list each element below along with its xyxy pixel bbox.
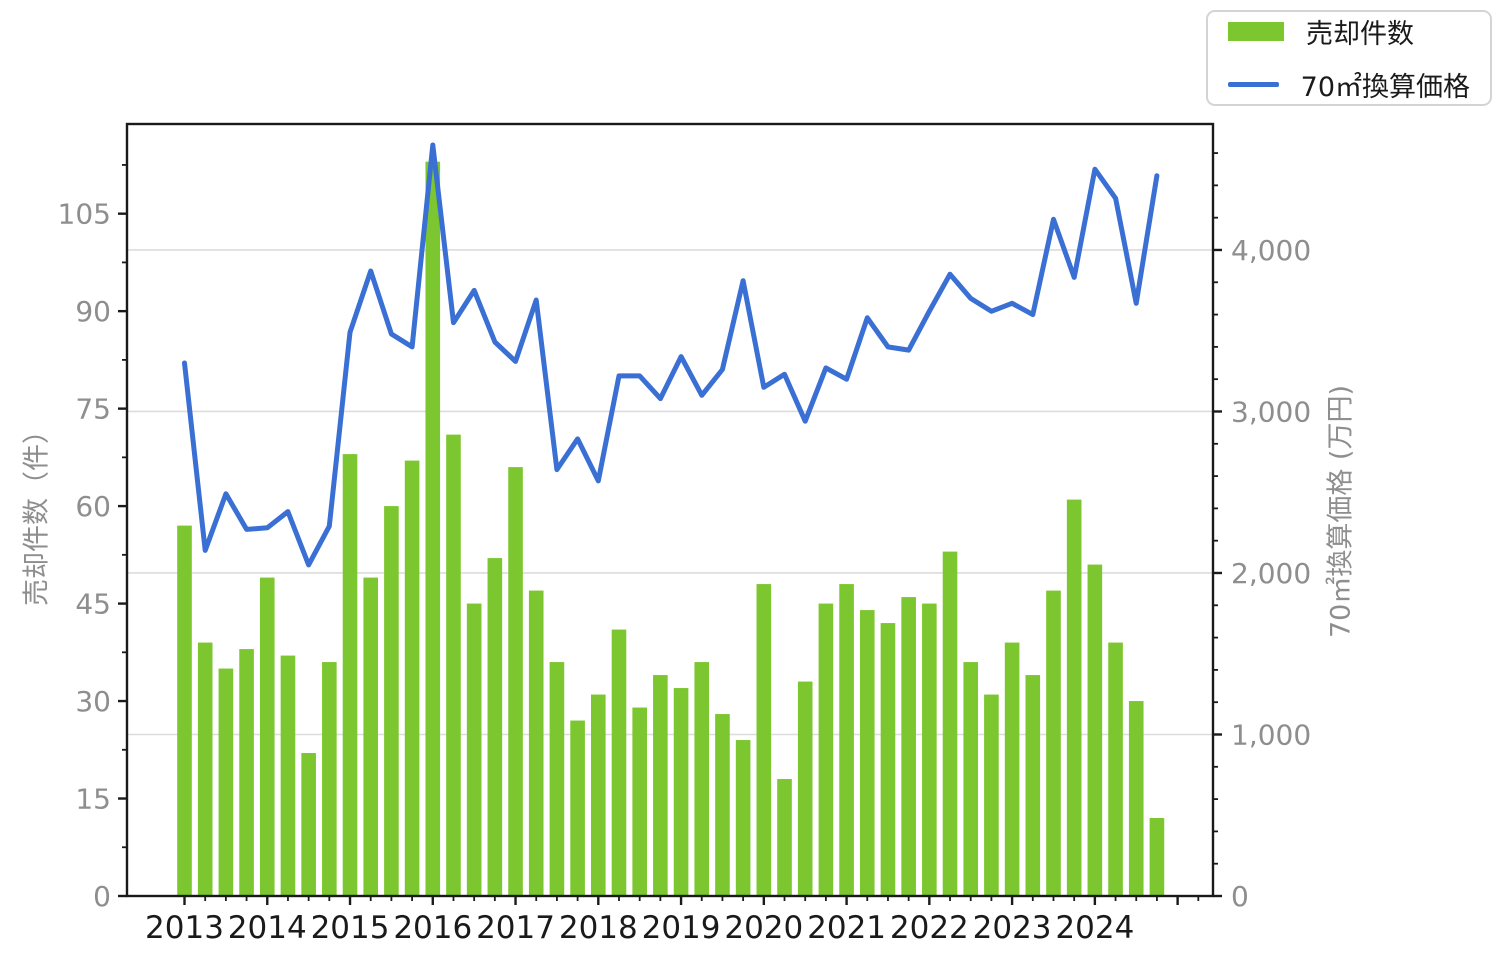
bar-2013Q4 (239, 649, 254, 896)
bar-2023Q3 (1046, 590, 1061, 896)
x-tick-label: 2015 (311, 910, 390, 946)
x-tick-label: 2021 (807, 910, 886, 946)
bar-2024Q1 (1087, 564, 1103, 896)
legend: 売却件数 70㎡換算価格 (1206, 10, 1492, 106)
left-tick-label: 15 (75, 783, 111, 816)
legend-label-sales-count: 売却件数 (1306, 19, 1414, 50)
x-tick-label: 2022 (890, 910, 969, 946)
right-axis-title: 70㎡換算価格 (万円) (1325, 385, 1357, 639)
bar-2023Q2 (1025, 675, 1041, 896)
bar-2023Q1 (1004, 642, 1020, 896)
bar-2014Q4 (322, 662, 337, 896)
x-tick-label: 2023 (973, 910, 1052, 946)
plot-border (125, 122, 1215, 898)
bar-2018Q2 (611, 629, 627, 896)
x-tick-label: 2017 (476, 910, 555, 946)
bar-2018Q3 (632, 707, 647, 896)
right-tick-label: 1,000 (1231, 718, 1311, 751)
bar-2017Q3 (549, 662, 565, 896)
bar-2019Q1 (673, 688, 689, 896)
bar-2014Q2 (280, 655, 296, 896)
left-tick-label: 30 (75, 685, 111, 718)
legend-item-sales-count: 売却件数 (1228, 12, 1470, 51)
left-axis-title: 売却件数（件） (21, 417, 53, 606)
left-tick-label: 105 (58, 198, 111, 231)
bar-2015Q4 (404, 460, 420, 896)
line-swatch-icon (1228, 82, 1279, 87)
bar-2020Q4 (818, 603, 834, 896)
bar-2019Q4 (735, 740, 751, 896)
bar-2015Q1 (342, 454, 358, 896)
bar-2021Q3 (880, 623, 896, 896)
bar-2022Q2 (942, 551, 958, 896)
x-tick-label: 2024 (1055, 910, 1134, 946)
bar-2017Q4 (570, 720, 585, 896)
right-tick-label: 4,000 (1231, 234, 1311, 267)
right-tick-label: 3,000 (1231, 395, 1311, 428)
bar-2019Q3 (715, 714, 730, 896)
bar-2018Q1 (591, 694, 606, 896)
left-tick-label: 45 (75, 588, 111, 621)
x-tick-label: 2020 (724, 910, 803, 946)
bar-2014Q3 (301, 753, 316, 896)
bar-2016Q4 (487, 558, 503, 896)
right-tick-label: 2,000 (1231, 557, 1311, 590)
x-tick-label: 2019 (642, 910, 721, 946)
bar-2020Q2 (777, 779, 792, 896)
legend-label-converted-price: 70㎡換算価格 (1300, 72, 1470, 103)
bar-2013Q1 (177, 525, 192, 896)
bar-2020Q3 (797, 681, 813, 896)
bar-2023Q4 (1066, 499, 1082, 896)
left-tick-label: 90 (75, 295, 111, 328)
bar-2013Q3 (218, 668, 234, 896)
bar-2014Q1 (259, 577, 275, 896)
x-tick-label: 2014 (228, 910, 307, 946)
price-line (182, 142, 1160, 568)
bar-2021Q4 (901, 597, 916, 896)
x-tick-label: 2013 (145, 910, 224, 946)
bar-2016Q1 (425, 161, 441, 896)
bar-2019Q2 (694, 662, 710, 896)
bar-2016Q3 (466, 603, 482, 896)
bar-2015Q3 (384, 506, 399, 896)
left-tick-label: 0 (93, 880, 111, 913)
x-tick-label: 2016 (393, 910, 472, 946)
bar-2013Q2 (197, 642, 213, 896)
right-tick-label: 0 (1231, 880, 1249, 913)
left-tick-label: 60 (75, 490, 111, 523)
bar-2018Q4 (653, 675, 668, 896)
bar-2024Q2 (1108, 642, 1123, 896)
bar-2017Q1 (508, 467, 523, 896)
bar-swatch-icon (1228, 22, 1284, 41)
bar-2020Q1 (756, 584, 772, 896)
bar-2021Q1 (839, 584, 854, 896)
bar-2022Q3 (963, 662, 979, 896)
bar-2021Q2 (859, 610, 875, 896)
bar-2016Q2 (446, 434, 461, 896)
bar-2024Q4 (1149, 818, 1165, 896)
bar-2022Q4 (984, 694, 999, 896)
bar-2022Q1 (922, 603, 937, 896)
bar-2024Q3 (1128, 701, 1144, 896)
x-tick-label: 2018 (559, 910, 638, 946)
bar-2015Q2 (363, 577, 379, 896)
left-tick-label: 75 (75, 393, 111, 426)
legend-item-converted-price: 70㎡換算価格 (1228, 65, 1470, 104)
bar-2017Q2 (528, 590, 544, 896)
